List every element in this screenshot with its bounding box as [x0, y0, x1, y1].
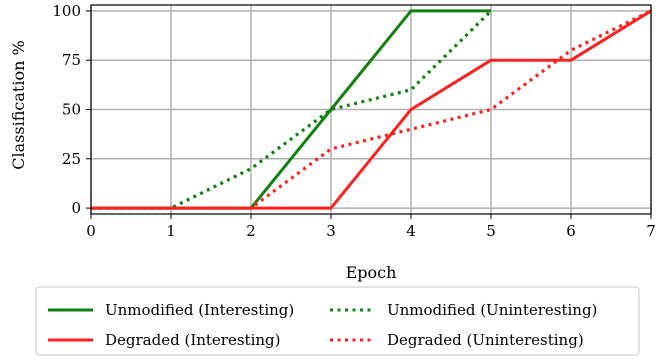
legend-label-1: Degraded (Interesting)	[105, 331, 281, 349]
y-tick-label: 50	[62, 101, 81, 119]
series-line-1	[91, 9, 652, 210]
x-tick-label: 7	[646, 222, 656, 240]
legend: Unmodified (Interesting) Degraded (Intere…	[35, 286, 640, 356]
y-tick-label: 0	[71, 199, 81, 217]
y-axis-label: Classification %	[9, 40, 28, 169]
x-tick-label: 2	[246, 222, 256, 240]
y-tick-label: 100	[52, 2, 81, 20]
legend-label-2: Unmodified (Uninteresting)	[387, 301, 597, 319]
y-tick-label: 75	[62, 51, 81, 69]
series-line-3	[91, 9, 652, 210]
x-tick-label: 3	[326, 222, 336, 240]
x-axis-label: Epoch	[346, 263, 397, 282]
x-tick-label: 6	[566, 222, 576, 240]
x-tick-label: 4	[406, 222, 416, 240]
series-line-2	[91, 9, 493, 210]
grid-lines	[90, 5, 652, 214]
x-tick-label: 0	[86, 222, 96, 240]
y-tick-label: 25	[62, 150, 81, 168]
series-layer	[91, 9, 652, 210]
legend-label-3: Degraded (Uninteresting)	[387, 331, 584, 349]
x-tick-label: 5	[486, 222, 496, 240]
x-tick-label: 1	[166, 222, 176, 240]
axis-ticks: 0 1 2 3 4 5 6 7 0 25 50 75 100	[52, 2, 655, 240]
legend-label-0: Unmodified (Interesting)	[105, 301, 294, 319]
legend-box	[35, 286, 640, 356]
